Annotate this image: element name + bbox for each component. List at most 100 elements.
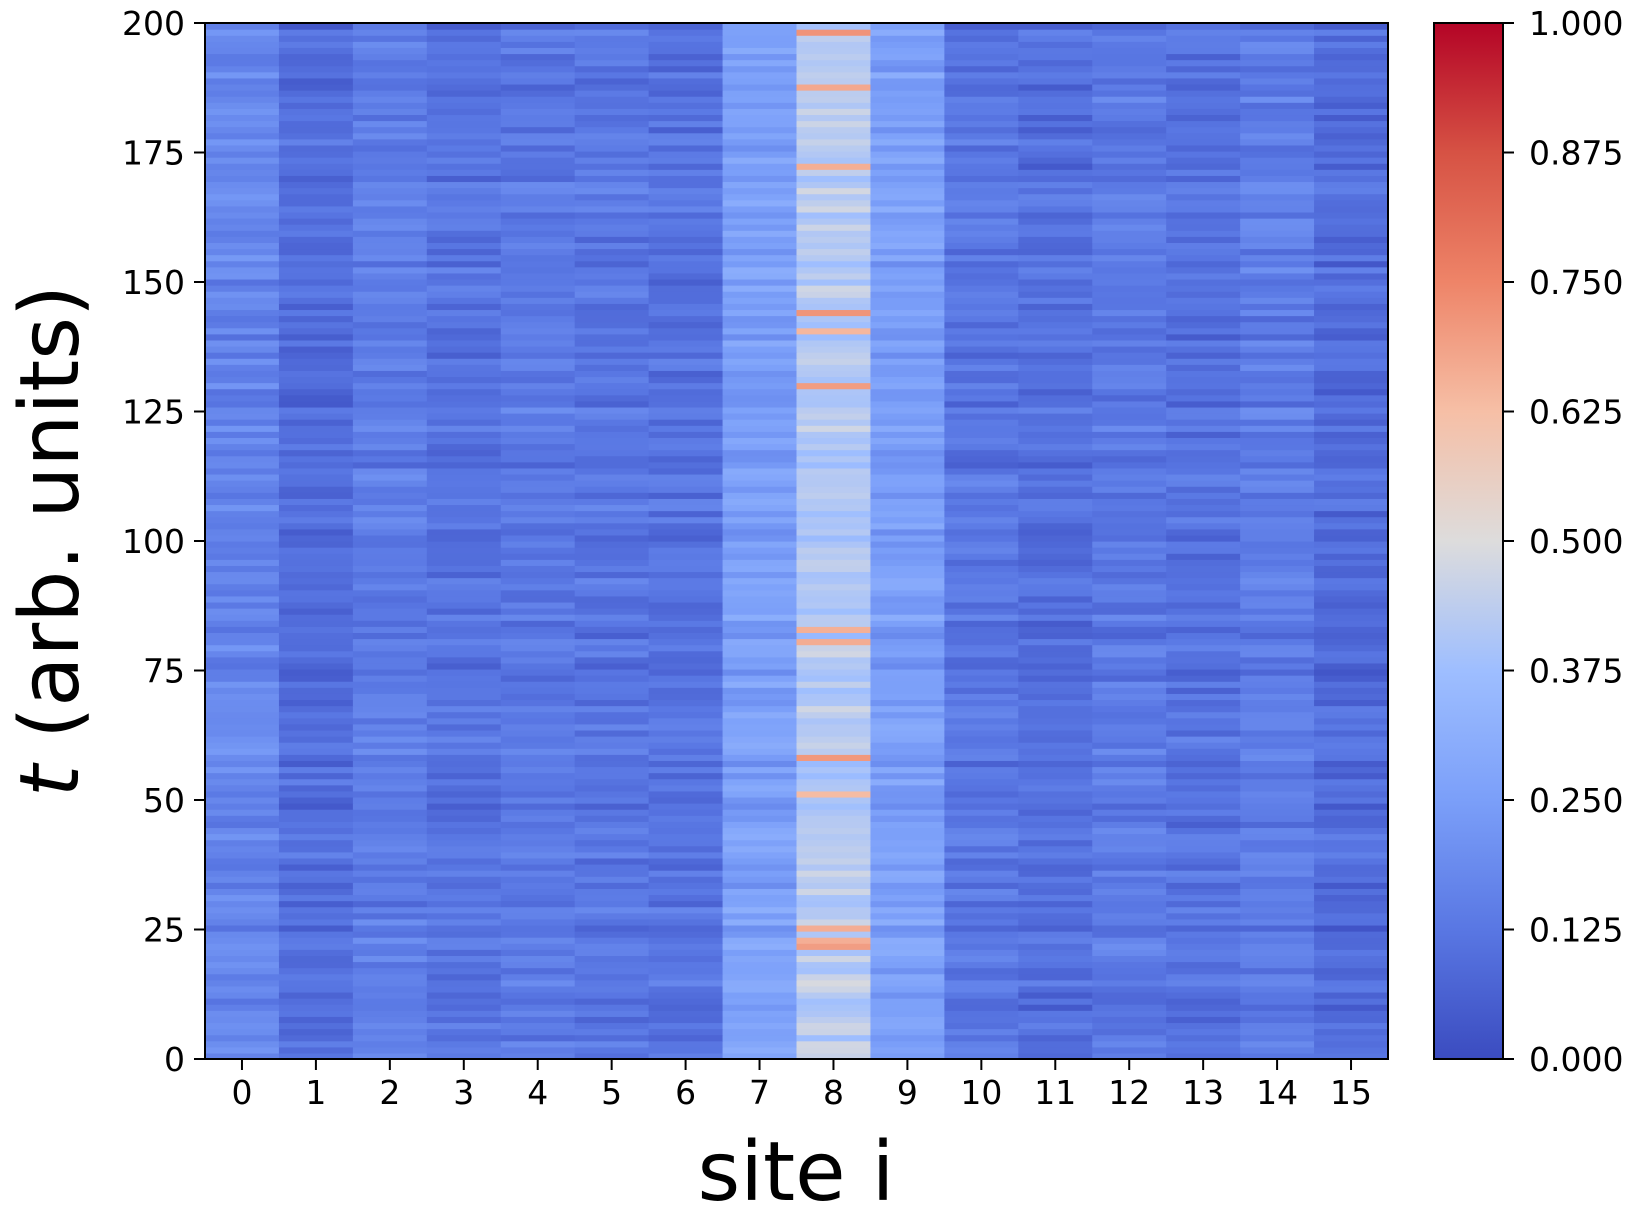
heat-cell <box>1240 870 1315 877</box>
heat-cell <box>205 699 280 707</box>
heat-cell <box>352 906 428 914</box>
heat-cell <box>574 991 650 999</box>
heat-cell <box>1240 620 1315 627</box>
heat-cell <box>500 120 576 128</box>
heat-cell <box>1166 918 1241 926</box>
heat-cell <box>205 870 280 877</box>
heat-cell <box>1166 150 1241 158</box>
heat-cell <box>500 949 576 956</box>
heat-cell <box>278 309 354 317</box>
heat-cell <box>722 461 798 469</box>
heat-cell <box>1240 656 1315 664</box>
heat-cell <box>722 833 798 841</box>
heat-cell <box>426 492 502 499</box>
heat-cell <box>205 278 280 286</box>
heat-cell <box>205 821 280 829</box>
heat-cell <box>1018 803 1093 810</box>
heat-cell <box>1166 211 1241 219</box>
heat-cell <box>1018 638 1093 646</box>
heat-cell <box>205 1016 280 1024</box>
heat-cell <box>205 644 280 652</box>
heat-cell <box>722 376 798 384</box>
heat-cell <box>870 65 945 73</box>
heat-cell <box>352 937 428 944</box>
heat-cell <box>500 224 576 231</box>
heat-cell <box>648 65 724 73</box>
heat-cell <box>500 760 576 768</box>
heat-cell <box>574 309 650 317</box>
heat-cell <box>722 126 798 134</box>
heat-cell <box>500 705 576 713</box>
heat-cell <box>426 1022 502 1030</box>
heat-cell <box>1240 236 1315 243</box>
heat-cell <box>352 77 428 85</box>
x-tick-label: 12 <box>1108 1073 1150 1112</box>
heat-cell <box>796 126 872 134</box>
heat-cell <box>352 108 428 116</box>
heat-cell <box>352 620 428 627</box>
heat-cell <box>722 1004 798 1011</box>
heat-cell <box>352 1040 428 1048</box>
heat-cell <box>944 327 1019 335</box>
heat-cell <box>278 29 354 36</box>
heat-cell <box>426 870 502 877</box>
heat-cell <box>1092 413 1167 420</box>
heat-cell <box>426 662 502 670</box>
heat-cell <box>205 260 280 268</box>
heat-cell <box>722 991 798 999</box>
heat-cell <box>1166 565 1241 573</box>
heat-cell <box>205 83 280 91</box>
heat-cell <box>426 553 502 560</box>
heat-cell <box>426 132 502 140</box>
heat-cell <box>648 303 724 311</box>
heat-cell <box>1092 601 1167 609</box>
heat-cell <box>722 345 798 353</box>
heat-cell <box>500 504 576 512</box>
heat-cell <box>352 309 428 317</box>
heat-cell <box>205 1040 280 1048</box>
heat-cell <box>205 912 280 920</box>
heat-cell <box>1092 498 1167 506</box>
heat-cell <box>722 467 798 475</box>
heat-cell <box>722 656 798 664</box>
heat-cell <box>426 205 502 213</box>
heat-cell <box>352 577 428 585</box>
heat-cell <box>722 931 798 938</box>
heat-cell <box>722 138 798 146</box>
heat-cell <box>574 339 650 347</box>
heat-cell <box>1018 1034 1093 1042</box>
heat-cell <box>426 522 502 530</box>
heat-cell <box>944 23 1019 30</box>
colorbar-tick-label: 0.625 <box>1529 393 1623 432</box>
heat-cell <box>1314 65 1389 73</box>
heat-cell <box>352 358 428 365</box>
heat-cell <box>1018 370 1093 378</box>
heat-cell <box>500 912 576 920</box>
heat-cell <box>574 608 650 615</box>
heat-cell <box>870 181 945 189</box>
heat-cell <box>796 1022 872 1030</box>
heat-cell <box>1240 760 1315 768</box>
heat-cell <box>944 144 1019 152</box>
heat-cell <box>500 315 576 323</box>
heat-cell <box>500 467 576 475</box>
heat-cell <box>205 90 280 97</box>
heat-cell <box>648 102 724 109</box>
heat-cell <box>1314 309 1389 317</box>
heat-cell <box>426 583 502 591</box>
heat-cell <box>1018 528 1093 536</box>
heat-cell <box>1240 772 1315 780</box>
heat-cell <box>352 845 428 853</box>
heat-cell <box>500 827 576 835</box>
heat-cell <box>722 266 798 274</box>
heat-cell <box>352 285 428 292</box>
heat-cell <box>205 144 280 152</box>
heat-cell <box>500 406 576 414</box>
heat-cell <box>796 796 872 804</box>
heat-cell <box>722 175 798 183</box>
heat-cell <box>1314 931 1389 938</box>
heat-cell <box>278 553 354 560</box>
heat-cell <box>205 693 280 701</box>
heat-cell <box>205 333 280 341</box>
heat-cell <box>500 126 576 134</box>
